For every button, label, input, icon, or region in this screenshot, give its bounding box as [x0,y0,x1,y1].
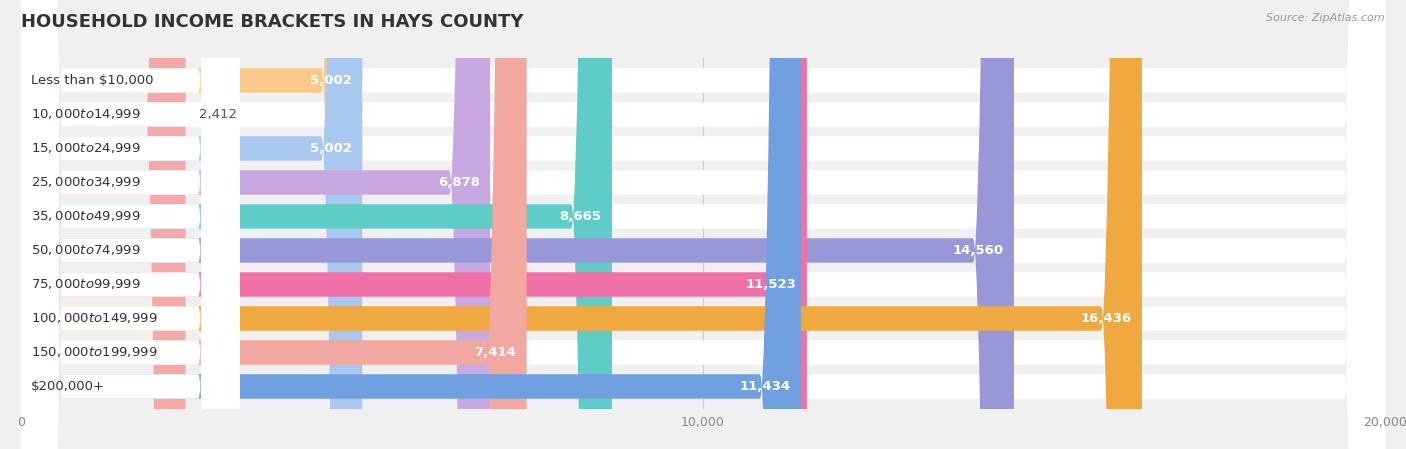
FancyBboxPatch shape [21,0,1385,449]
FancyBboxPatch shape [21,0,1385,449]
FancyBboxPatch shape [21,0,239,449]
Text: $35,000 to $49,999: $35,000 to $49,999 [31,210,141,224]
Text: Source: ZipAtlas.com: Source: ZipAtlas.com [1267,13,1385,23]
Text: $75,000 to $99,999: $75,000 to $99,999 [31,277,141,291]
FancyBboxPatch shape [21,0,239,449]
FancyBboxPatch shape [21,0,239,449]
Text: 2,412: 2,412 [200,108,238,121]
FancyBboxPatch shape [21,0,1014,449]
Text: 11,523: 11,523 [745,278,797,291]
FancyBboxPatch shape [21,0,239,449]
FancyBboxPatch shape [21,0,1385,449]
Text: $100,000 to $149,999: $100,000 to $149,999 [31,312,157,326]
FancyBboxPatch shape [21,0,1385,449]
FancyBboxPatch shape [21,0,239,449]
FancyBboxPatch shape [21,0,612,449]
FancyBboxPatch shape [21,0,527,449]
Text: $25,000 to $34,999: $25,000 to $34,999 [31,176,141,189]
Text: $15,000 to $24,999: $15,000 to $24,999 [31,141,141,155]
FancyBboxPatch shape [21,0,363,449]
Text: 6,878: 6,878 [437,176,479,189]
Text: 16,436: 16,436 [1080,312,1132,325]
Text: 8,665: 8,665 [560,210,602,223]
FancyBboxPatch shape [21,0,1385,449]
FancyBboxPatch shape [21,0,239,449]
FancyBboxPatch shape [21,0,1385,449]
Text: 5,002: 5,002 [311,142,352,155]
Text: 5,002: 5,002 [311,74,352,87]
Text: 14,560: 14,560 [953,244,1004,257]
FancyBboxPatch shape [21,0,491,449]
Text: Less than $10,000: Less than $10,000 [31,74,153,87]
Text: $10,000 to $14,999: $10,000 to $14,999 [31,107,141,122]
FancyBboxPatch shape [21,0,1385,449]
FancyBboxPatch shape [21,0,239,449]
FancyBboxPatch shape [21,0,239,449]
FancyBboxPatch shape [21,0,1142,449]
Text: 11,434: 11,434 [740,380,790,393]
Text: $50,000 to $74,999: $50,000 to $74,999 [31,243,141,257]
FancyBboxPatch shape [21,0,363,449]
Text: $200,000+: $200,000+ [31,380,105,393]
FancyBboxPatch shape [21,0,1385,449]
FancyBboxPatch shape [21,0,1385,449]
FancyBboxPatch shape [21,0,239,449]
FancyBboxPatch shape [21,0,239,449]
FancyBboxPatch shape [21,0,186,449]
FancyBboxPatch shape [21,0,1385,449]
FancyBboxPatch shape [21,0,807,449]
FancyBboxPatch shape [21,0,801,449]
Text: 7,414: 7,414 [475,346,516,359]
Text: HOUSEHOLD INCOME BRACKETS IN HAYS COUNTY: HOUSEHOLD INCOME BRACKETS IN HAYS COUNTY [21,13,523,31]
Text: $150,000 to $199,999: $150,000 to $199,999 [31,345,157,360]
